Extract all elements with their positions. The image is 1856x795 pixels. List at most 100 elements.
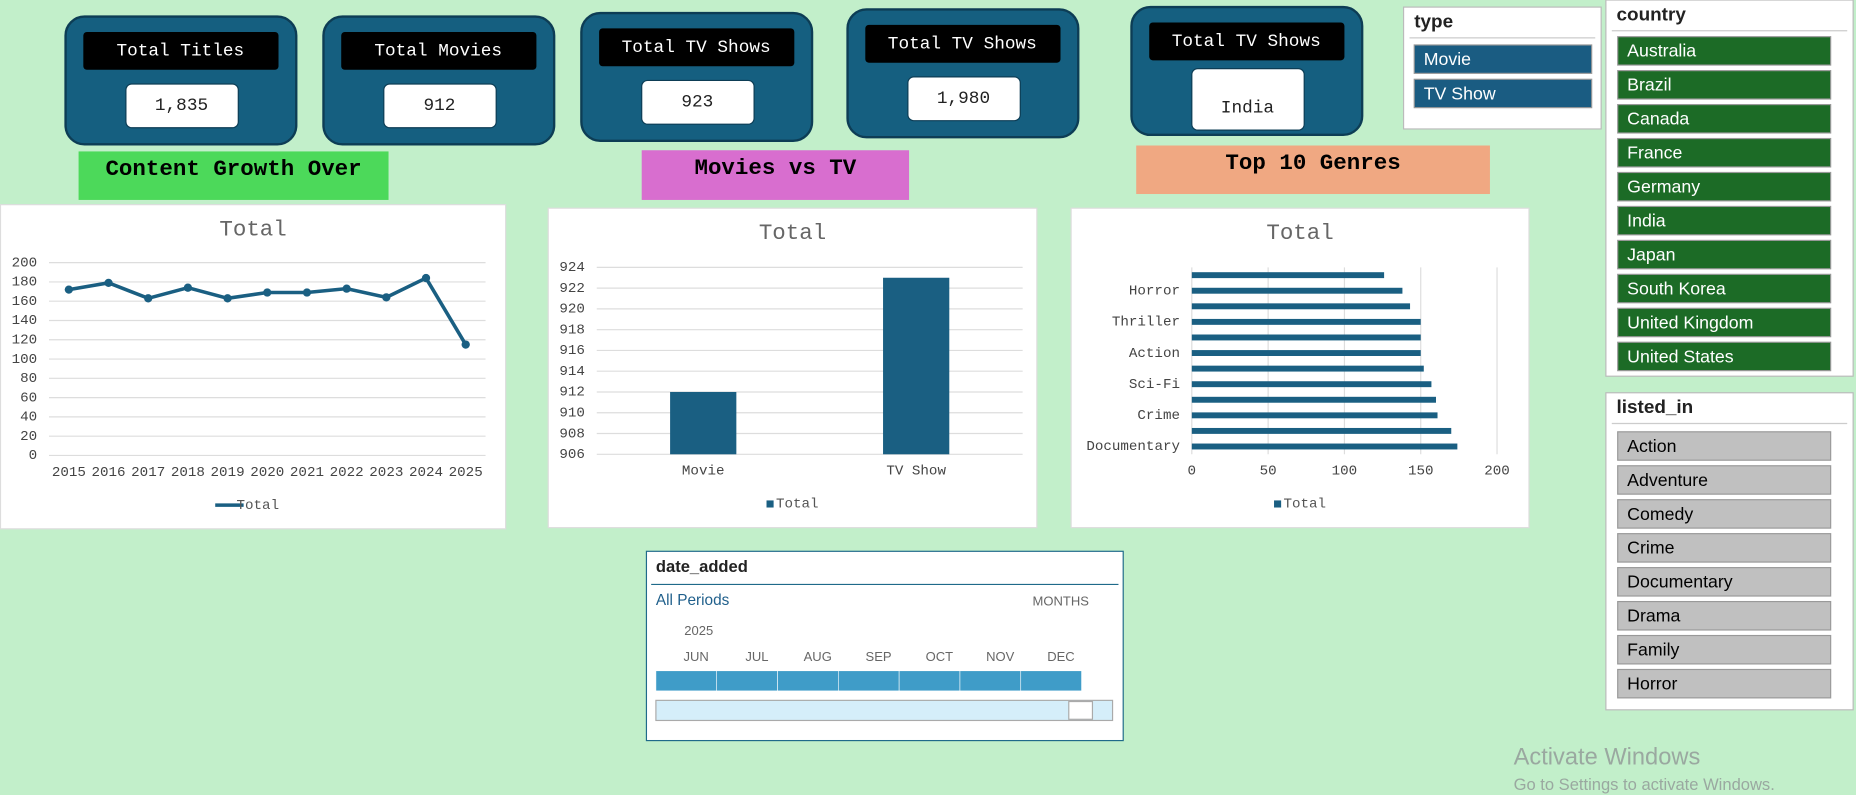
slicer-item-label[interactable]: Adventure <box>1627 470 1708 490</box>
slicer-item[interactable] <box>1617 171 1832 202</box>
slicer-item[interactable] <box>1413 44 1593 74</box>
card-label-box <box>341 31 537 70</box>
slicer-item[interactable] <box>1617 70 1832 100</box>
slicer-item-label[interactable]: United Kingdom <box>1627 312 1753 332</box>
bar <box>1191 318 1421 325</box>
slicer-title: type <box>1414 11 1453 32</box>
x-tick-label: 50 <box>1260 464 1277 480</box>
point <box>461 340 470 349</box>
timeline-selection[interactable]: All Periods <box>656 592 730 609</box>
timeline-bar[interactable] <box>838 670 900 692</box>
slicer-item[interactable] <box>1617 137 1832 168</box>
y-tick-label: 60 <box>20 390 37 406</box>
y-tick-label: 180 <box>12 275 38 291</box>
timeline-scroll <box>655 699 1114 722</box>
slicer-item-label[interactable]: Family <box>1627 640 1679 660</box>
bar <box>1191 396 1436 403</box>
slicer-item-label[interactable]: Australia <box>1627 41 1696 61</box>
slicer-item[interactable] <box>1617 600 1832 631</box>
chart-title: Total <box>219 216 286 242</box>
banner <box>1136 145 1490 195</box>
slicer-item[interactable] <box>1617 273 1832 304</box>
slicer-item-label[interactable]: Japan <box>1627 244 1675 264</box>
point <box>302 288 312 297</box>
y-tick-label: 0 <box>29 448 38 464</box>
y-tick-label: 920 <box>559 302 585 318</box>
slicer-item[interactable] <box>1617 499 1832 529</box>
x-tick-label: 0 <box>1188 464 1197 480</box>
slicer-item-label[interactable]: Drama <box>1627 606 1680 626</box>
x-tick-label: 2015 <box>52 465 86 481</box>
slicer-item-label[interactable]: India <box>1627 211 1666 231</box>
slicer-item[interactable] <box>1617 533 1832 563</box>
timeline-thumb[interactable] <box>1068 700 1094 720</box>
card-value-box <box>383 83 497 129</box>
legend-key <box>1274 500 1282 508</box>
timeline-month: SEP <box>866 649 892 664</box>
banner-title: Top 10 Genres <box>1225 150 1400 176</box>
timeline-month: OCT <box>926 649 954 664</box>
slicer-item-label[interactable]: United States <box>1627 346 1734 366</box>
y-tick-label: 160 <box>12 294 38 310</box>
slicer-item[interactable] <box>1617 431 1832 461</box>
y-tick-label: 120 <box>12 333 38 349</box>
card-label-box <box>865 24 1061 63</box>
slicer-item[interactable] <box>1413 78 1593 109</box>
timeline-title: date_added <box>656 557 748 576</box>
timeline-bar[interactable] <box>1020 670 1082 692</box>
x-tick-label: 2018 <box>171 465 205 481</box>
slicer-item-label[interactable]: Comedy <box>1627 504 1693 524</box>
slicer-item-label[interactable]: South Korea <box>1627 278 1726 298</box>
slicer-item-label[interactable]: Brazil <box>1627 75 1671 95</box>
chart-title: Total <box>1266 220 1333 246</box>
y-tick-label: Documentary <box>1086 439 1180 455</box>
slicer-item-label[interactable]: Germany <box>1627 177 1700 197</box>
x-tick-label: 2022 <box>330 465 364 481</box>
slicer-item[interactable] <box>1617 465 1832 495</box>
slicer-item[interactable] <box>1617 205 1832 236</box>
slicer-item[interactable] <box>1617 239 1832 270</box>
timeline-month: JUL <box>745 649 768 664</box>
timeline-month: NOV <box>986 649 1015 664</box>
slicer-item-label[interactable]: Crime <box>1627 538 1674 558</box>
banner-title: Movies vs TV <box>694 155 856 181</box>
slicer-item[interactable] <box>1617 668 1832 699</box>
card-label-box <box>1149 22 1345 61</box>
timeline-bar[interactable] <box>777 670 839 692</box>
card-label-box <box>83 31 279 70</box>
bar <box>1191 443 1458 450</box>
x-tick-label: 2023 <box>369 465 403 481</box>
slicer-item[interactable] <box>1617 341 1832 372</box>
timeline-level[interactable]: MONTHS <box>1033 594 1090 609</box>
slicer-item[interactable] <box>1617 634 1832 665</box>
banner <box>78 151 389 200</box>
slicer-item-label[interactable]: France <box>1627 143 1682 163</box>
timeline-bar[interactable] <box>655 670 718 692</box>
card-value-box <box>907 76 1021 122</box>
slicer-item-label[interactable]: Movie <box>1424 49 1471 69</box>
slicer-item[interactable] <box>1617 103 1832 134</box>
timeline-bar[interactable] <box>898 670 961 692</box>
slicer-item-label[interactable]: Documentary <box>1627 572 1733 592</box>
timeline-bar[interactable] <box>716 670 778 692</box>
timeline-bar[interactable] <box>959 670 1022 692</box>
slicer-item-label[interactable]: Canada <box>1627 109 1689 129</box>
y-tick-label: 40 <box>20 410 37 426</box>
banner-title: Content Growth Over <box>105 156 361 182</box>
card-label: Total TV Shows <box>1172 32 1321 52</box>
y-tick-label: 924 <box>559 260 585 276</box>
y-tick-label: Sci-Fi <box>1129 377 1180 393</box>
slicer-item[interactable] <box>1617 36 1832 66</box>
slicer-item-label[interactable]: Horror <box>1627 674 1677 694</box>
slicer-item[interactable] <box>1617 567 1832 597</box>
slicer-item-label[interactable]: TV Show <box>1424 83 1496 103</box>
card-label: Total Titles <box>116 42 244 62</box>
slicer-item[interactable] <box>1617 307 1832 338</box>
y-tick-label: 140 <box>12 313 38 329</box>
point <box>144 294 153 303</box>
x-tick-label: Movie <box>682 464 725 480</box>
x-tick-label: 100 <box>1332 464 1358 480</box>
y-tick-label: 906 <box>559 447 585 463</box>
slicer-item-label[interactable]: Action <box>1627 436 1676 456</box>
